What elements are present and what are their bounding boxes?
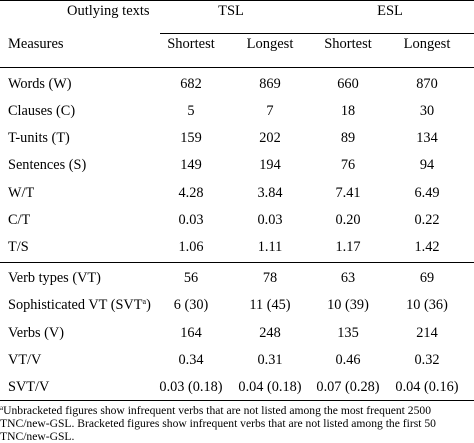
table-cell: 56 (183, 270, 199, 286)
table-cell: 0.03 (0.18) (159, 379, 223, 395)
footnote-line-2: TNC/new-GSL. Bracketed figures show infr… (0, 417, 436, 430)
table-cell: 0.03 (178, 212, 204, 228)
table-cell: 134 (416, 130, 438, 146)
col-header-esl-shortest: Shortest (324, 36, 372, 52)
col-header-esl-longest: Longest (403, 36, 451, 52)
table-cell: 0.22 (414, 212, 440, 228)
table-cell: 0.04 (0.16) (395, 379, 459, 395)
table-cell: 214 (416, 325, 438, 341)
row-label: Sophisticated VT (SVTa) (8, 297, 151, 313)
table-cell: 0.46 (335, 352, 361, 368)
group-underline-rule (160, 33, 474, 34)
table-cell: 10 (39) (327, 297, 369, 313)
table-cell: 76 (340, 157, 356, 173)
row-label: Words (W) (8, 76, 72, 92)
footnote-line-1: aUnbracketed figures show infrequent ver… (0, 404, 431, 417)
measures-label: Measures (8, 36, 64, 52)
table-cell: 149 (180, 157, 202, 173)
table-cell: 660 (337, 76, 359, 92)
table-cell: 10 (36) (406, 297, 448, 313)
table-cell: 682 (180, 76, 202, 92)
row-label: Sentences (S) (8, 157, 87, 173)
row-label: C/T (8, 212, 31, 228)
row-label: T-units (T) (8, 130, 70, 146)
table-cell: 18 (340, 103, 356, 119)
table-cell: 6.49 (414, 185, 440, 201)
table-cell: 0.20 (335, 212, 361, 228)
table-cell: 159 (180, 130, 202, 146)
row-label: SVT/V (8, 379, 50, 395)
table-cell: 0.34 (178, 352, 204, 368)
row-label: T/S (8, 239, 29, 255)
col-header-tsl-shortest: Shortest (167, 36, 215, 52)
table-cell: 0.04 (0.18) (238, 379, 302, 395)
table-cell: 4.28 (178, 185, 204, 201)
table-cell: 3.84 (257, 185, 283, 201)
outlying-texts-label: Outlying texts (67, 3, 150, 19)
table-cell: 63 (340, 270, 356, 286)
row-label: Verbs (V) (8, 325, 64, 341)
table-cell: 248 (259, 325, 281, 341)
header-bottom-rule (0, 67, 474, 68)
table-cell: 869 (259, 76, 281, 92)
col-header-tsl-longest: Longest (246, 36, 294, 52)
table-cell: 78 (262, 270, 278, 286)
table-cell: 1.17 (335, 239, 361, 255)
footnote-line-3: TNC/new-GSL. (0, 430, 75, 443)
table-cell: 7 (266, 103, 274, 119)
table-cell: 870 (416, 76, 438, 92)
section-divider-rule (0, 262, 474, 263)
table-cell: 0.07 (0.28) (316, 379, 380, 395)
row-label: VT/V (8, 352, 42, 368)
table-cell: 30 (419, 103, 435, 119)
table-cell: 69 (419, 270, 435, 286)
group-header-tsl: TSL (218, 3, 244, 19)
row-label: Clauses (C) (8, 103, 76, 119)
footnote-marker: a (0, 404, 4, 412)
table-cell: 1.06 (178, 239, 204, 255)
table-cell: 94 (419, 157, 435, 173)
row-label: Verb types (VT) (8, 270, 101, 286)
table-cell: 0.31 (257, 352, 283, 368)
table-cell: 1.11 (257, 239, 283, 255)
table-cell: 0.03 (257, 212, 283, 228)
row-label: W/T (8, 185, 35, 201)
table-cell: 6 (30) (173, 297, 209, 313)
group-header-esl: ESL (377, 3, 403, 19)
table-cell: 135 (337, 325, 359, 341)
table-bottom-rule (0, 400, 474, 401)
table-cell: 164 (180, 325, 202, 341)
table-cell: 0.32 (414, 352, 440, 368)
table-top-rule (0, 0, 474, 1)
table-cell: 1.42 (414, 239, 440, 255)
table-cell: 11 (45) (249, 297, 291, 313)
table-cell: 7.41 (335, 185, 361, 201)
table-cell: 194 (259, 157, 281, 173)
table-cell: 89 (340, 130, 356, 146)
table-cell: 5 (187, 103, 195, 119)
table-cell: 202 (259, 130, 281, 146)
